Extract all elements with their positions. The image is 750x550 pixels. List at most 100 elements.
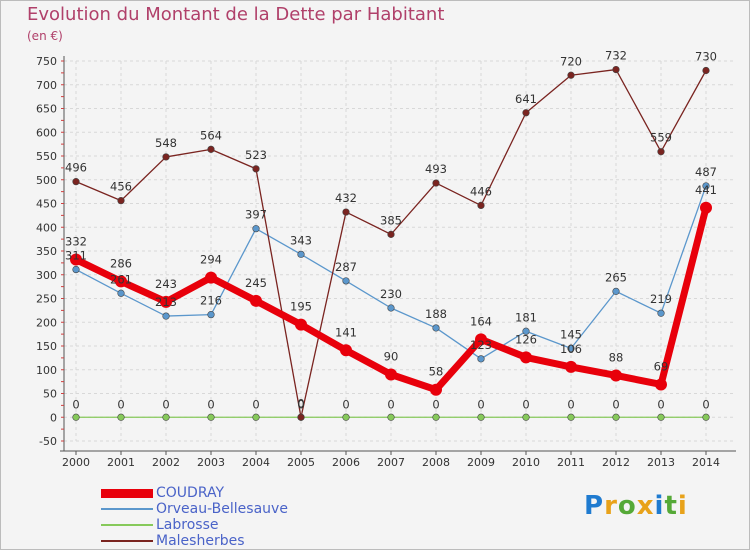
data-label-coudray: 286 bbox=[110, 256, 132, 270]
data-point-labrosse bbox=[612, 413, 620, 421]
data-point-orveau-bellesauve bbox=[432, 324, 440, 332]
y-tick-label: 650 bbox=[36, 103, 57, 116]
data-point-coudray bbox=[295, 318, 307, 331]
data-label-labrosse: 0 bbox=[387, 397, 394, 411]
data-label-coudray: 243 bbox=[155, 277, 177, 291]
data-label-malesherbes: 496 bbox=[65, 161, 87, 175]
data-point-labrosse bbox=[567, 413, 575, 421]
logo-letter: P bbox=[584, 491, 605, 521]
logo-letter: i bbox=[677, 491, 688, 521]
data-label-labrosse: 0 bbox=[72, 397, 79, 411]
data-point-malesherbes bbox=[702, 66, 710, 75]
data-label-labrosse: 0 bbox=[162, 397, 169, 411]
data-point-malesherbes bbox=[522, 109, 530, 117]
data-point-labrosse bbox=[477, 413, 485, 421]
y-tick-label: 0 bbox=[50, 411, 57, 424]
data-point-coudray bbox=[340, 344, 352, 357]
data-label-coudray: 88 bbox=[609, 350, 624, 364]
data-point-coudray bbox=[70, 253, 82, 266]
data-label-coudray: 58 bbox=[429, 365, 444, 379]
data-point-coudray bbox=[610, 369, 622, 382]
data-label-coudray: 141 bbox=[335, 325, 357, 339]
data-point-orveau-bellesauve bbox=[477, 355, 485, 363]
data-point-coudray bbox=[655, 378, 667, 391]
data-point-coudray bbox=[385, 368, 397, 381]
axes: -50 0 50 100 150 200 250 300 350 400 450 500 550 600 6… bbox=[36, 55, 736, 469]
data-label-coudray: 69 bbox=[654, 359, 669, 373]
x-tick-label: 2010 bbox=[512, 456, 540, 469]
data-point-labrosse bbox=[117, 413, 125, 421]
data-label-malesherbes: 456 bbox=[110, 180, 132, 194]
data-label-malesherbes: 564 bbox=[200, 128, 222, 142]
legend-swatch bbox=[101, 540, 153, 542]
data-label-malesherbes: 641 bbox=[515, 92, 537, 106]
x-tick-label: 2009 bbox=[467, 456, 495, 469]
data-label-malesherbes: 732 bbox=[605, 49, 627, 63]
data-label-malesherbes: 446 bbox=[470, 184, 492, 198]
data-label-orveau-bellesauve: 487 bbox=[695, 165, 717, 179]
data-label-orveau-bellesauve: 145 bbox=[560, 327, 582, 341]
data-label-orveau-bellesauve: 213 bbox=[155, 295, 177, 309]
legend-label: Orveau-Bellesauve bbox=[156, 501, 288, 517]
data-point-malesherbes bbox=[612, 65, 620, 74]
data-label-orveau-bellesauve: 230 bbox=[380, 287, 402, 301]
y-tick-label: 450 bbox=[36, 198, 57, 211]
y-tick-label: 700 bbox=[36, 79, 57, 92]
data-label-orveau-bellesauve: 219 bbox=[650, 292, 672, 306]
x-tick-label: 2005 bbox=[287, 456, 315, 469]
logo-letter: t bbox=[664, 491, 678, 521]
data-point-malesherbes bbox=[162, 153, 170, 161]
logo-letter: r bbox=[604, 491, 618, 521]
data-label-coudray: 195 bbox=[290, 300, 312, 314]
data-label-coudray: 164 bbox=[470, 314, 492, 328]
data-label-coudray: 332 bbox=[65, 235, 87, 249]
data-point-labrosse bbox=[72, 413, 80, 421]
data-point-orveau-bellesauve bbox=[522, 327, 530, 335]
data-label-malesherbes: 720 bbox=[560, 54, 582, 68]
data-label-labrosse: 0 bbox=[432, 397, 439, 411]
data-point-malesherbes bbox=[567, 71, 575, 79]
data-point-malesherbes bbox=[297, 413, 305, 421]
data-label-malesherbes: 548 bbox=[155, 136, 177, 150]
data-point-labrosse bbox=[162, 413, 170, 421]
data-point-labrosse bbox=[702, 413, 710, 421]
legend-label: COUDRAY bbox=[156, 485, 225, 501]
data-point-labrosse bbox=[657, 413, 665, 421]
proxiti-logo: Proxiti bbox=[584, 491, 688, 521]
data-label-labrosse: 0 bbox=[117, 397, 124, 411]
x-tick-label: 2013 bbox=[647, 456, 675, 469]
y-tick-label: 300 bbox=[36, 269, 57, 282]
data-label-labrosse: 0 bbox=[702, 397, 709, 411]
legend-swatch bbox=[101, 524, 153, 526]
legend-label: Malesherbes bbox=[156, 533, 245, 549]
data-point-labrosse bbox=[432, 413, 440, 421]
data-label-coudray: 90 bbox=[384, 350, 399, 364]
data-label-coudray: 441 bbox=[695, 183, 717, 197]
x-tick-label: 2002 bbox=[152, 456, 180, 469]
data-point-orveau-bellesauve bbox=[387, 304, 395, 312]
data-label-malesherbes: 385 bbox=[380, 213, 402, 227]
data-point-orveau-bellesauve bbox=[342, 277, 350, 285]
data-point-malesherbes bbox=[72, 178, 80, 186]
data-point-coudray bbox=[160, 295, 172, 308]
x-tick-label: 2007 bbox=[377, 456, 405, 469]
data-point-labrosse bbox=[522, 413, 530, 421]
chart-title: Evolution du Montant de la Dette par Hab… bbox=[27, 4, 445, 25]
data-label-orveau-bellesauve: 216 bbox=[200, 294, 222, 308]
data-label-labrosse: 0 bbox=[567, 397, 574, 411]
data-label-malesherbes: 730 bbox=[695, 50, 717, 64]
data-point-labrosse bbox=[342, 413, 350, 421]
data-label-orveau-bellesauve: 188 bbox=[425, 307, 447, 321]
y-tick-label: 100 bbox=[36, 364, 57, 377]
y-tick-label: -50 bbox=[39, 435, 57, 448]
data-point-malesherbes bbox=[432, 179, 440, 187]
data-point-orveau-bellesauve bbox=[297, 250, 305, 258]
logo-letter: x bbox=[636, 491, 655, 521]
data-point-labrosse bbox=[207, 413, 215, 421]
data-point-orveau-bellesauve bbox=[117, 289, 125, 297]
data-point-coudray bbox=[565, 360, 577, 373]
data-label-labrosse: 0 bbox=[612, 397, 619, 411]
data-label-coudray: 294 bbox=[200, 253, 222, 267]
